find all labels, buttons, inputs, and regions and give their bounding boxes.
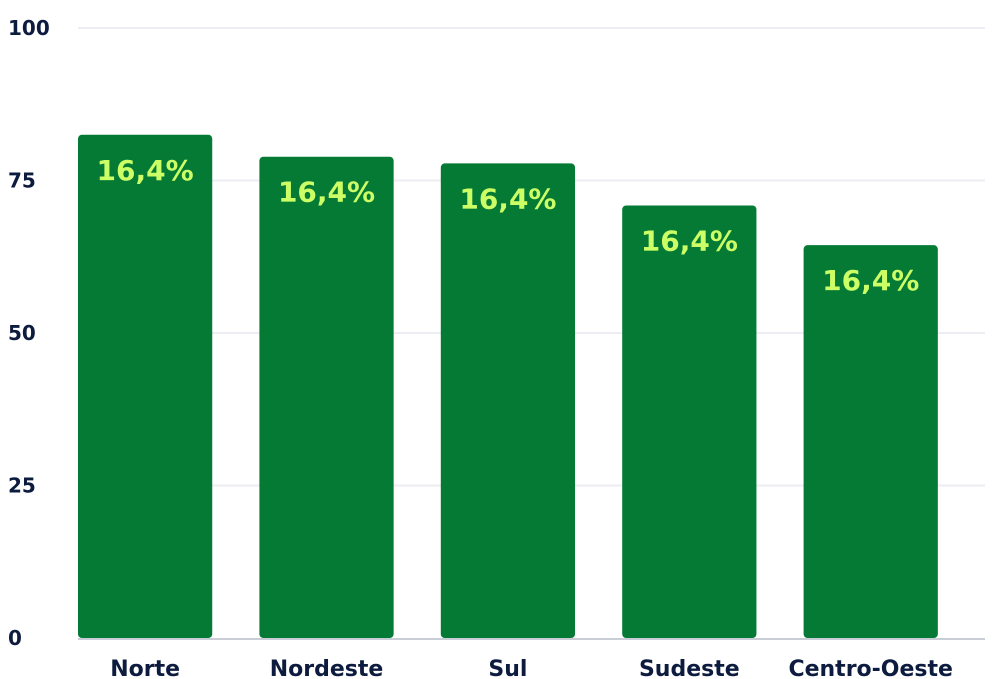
x-category-label: Sudeste (639, 657, 740, 679)
bar (440, 163, 576, 639)
bar-data-label: 16,4% (822, 264, 919, 297)
bar-data-label: 16,4% (278, 176, 375, 209)
y-tick-label: 0 (8, 626, 22, 650)
bar (622, 205, 757, 638)
bar (803, 245, 938, 638)
y-axis-ticks: 0 25 50 75 100 (8, 16, 50, 650)
y-tick-label: 100 (8, 16, 50, 40)
y-tick-label: 50 (8, 321, 36, 345)
y-tick-label: 25 (8, 474, 36, 498)
bar-data-label: 16,4% (97, 154, 194, 187)
x-category-label: Centro-Oeste (788, 657, 953, 679)
bar (259, 156, 394, 638)
bar (78, 134, 213, 638)
x-category-label: Sul (488, 657, 527, 679)
bar-data-label: 16,4% (459, 182, 556, 215)
x-axis-labels: Norte Nordeste Sul Sudeste Centro-Oeste (110, 657, 953, 679)
bar-data-label: 16,4% (641, 225, 738, 258)
x-category-label: Norte (110, 657, 180, 679)
bars: 16,4% 16,4% 16,4% 16,4% 16,4% (78, 134, 938, 639)
y-tick-label: 75 (8, 169, 36, 193)
x-category-label: Nordeste (270, 657, 384, 679)
